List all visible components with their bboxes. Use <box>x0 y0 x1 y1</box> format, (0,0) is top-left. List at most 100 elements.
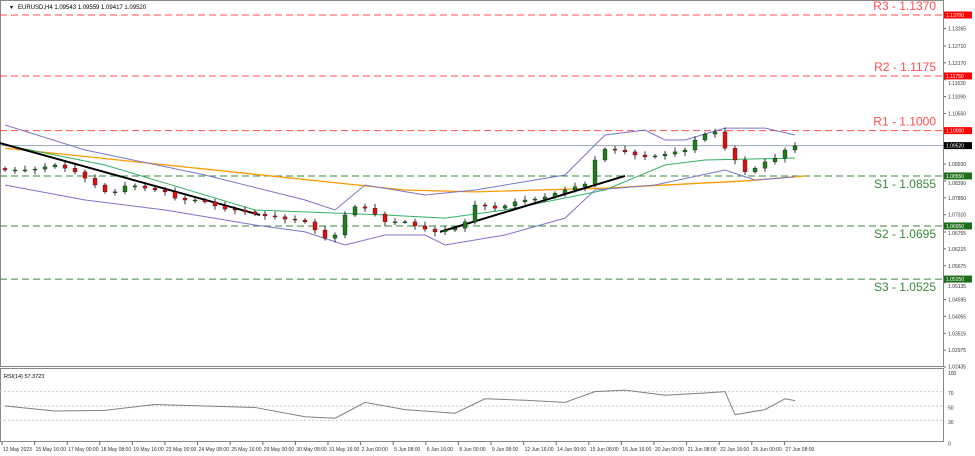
candle-bear <box>262 213 268 217</box>
candle-bull <box>592 159 598 185</box>
candle-bull <box>112 191 118 194</box>
level-label: R1 - 1.1000 <box>873 115 936 129</box>
candle-bull <box>442 229 448 233</box>
candle-bear <box>622 149 628 153</box>
candle-bull <box>132 185 138 188</box>
candle-bull <box>452 227 458 231</box>
candle-bear <box>162 189 168 193</box>
candle-bull <box>602 148 608 161</box>
candle-bull <box>542 196 548 200</box>
time-axis-label: 21 Jun 08:00 <box>688 447 717 453</box>
rsi-axis-label: 100 <box>948 371 957 377</box>
candle-bull <box>332 234 338 239</box>
price-axis-label: 1.06755 <box>948 231 966 237</box>
level-price-tag-text: 1.10000 <box>946 129 964 135</box>
candle-bull <box>192 199 198 202</box>
candle-bear <box>362 206 368 209</box>
candle-bull <box>652 155 658 158</box>
candle-bear <box>382 213 388 223</box>
candle-bull <box>562 189 568 194</box>
candle-bear <box>482 204 488 207</box>
price-axis-label: 1.11630 <box>948 81 966 87</box>
candle-bull <box>352 206 358 216</box>
candle-bear <box>732 147 738 161</box>
level-price-tag-text: 1.05250 <box>946 277 964 283</box>
candle-bear <box>102 184 108 193</box>
time-axis-label: 6 Jun 16:00 <box>427 447 453 453</box>
candle-bull <box>702 133 708 141</box>
candle-bull <box>762 161 768 169</box>
rsi-axis-label: 50 <box>948 406 954 412</box>
level-price-tag-text: 1.08550 <box>946 174 964 180</box>
price-axis-label: 1.06215 <box>948 247 966 253</box>
time-axis-label: 30 May 08:00 <box>296 447 327 453</box>
level-price-tag <box>944 11 972 19</box>
candle-bear <box>182 197 188 201</box>
time-axis-label: 9 Jun 08:00 <box>492 447 518 453</box>
price-axis-label: 1.08930 <box>948 162 966 168</box>
bollinger-lower-band <box>4 169 796 246</box>
candle-bull <box>402 221 408 224</box>
time-axis-label: 15 May 16:00 <box>36 447 67 453</box>
candle-bear <box>142 185 148 189</box>
candle-bear <box>232 208 238 211</box>
header-triangle-icon: ▾ <box>10 5 13 11</box>
candle-bull <box>572 186 578 191</box>
candle-bear <box>722 131 728 149</box>
candle-bear <box>172 191 178 199</box>
rsi-line <box>4 389 796 419</box>
candle-bull <box>752 167 758 173</box>
candle-bear <box>632 151 638 156</box>
level-label: R3 - 1.1370 <box>873 0 936 13</box>
price-axis-label: 1.03515 <box>948 331 966 337</box>
candle-bull <box>682 149 688 153</box>
trendline <box>439 174 626 233</box>
level-price-tag-text: 1.11750 <box>946 74 964 80</box>
candle-bear <box>742 159 748 173</box>
time-axis-label: 26 Jun 00:00 <box>753 447 782 453</box>
price-axis-label: 1.10550 <box>948 111 966 117</box>
price-axis-label: 1.11090 <box>948 95 966 101</box>
time-axis-label: 17 May 00:00 <box>68 447 99 453</box>
candle-bear <box>322 229 328 239</box>
level-price-tag <box>944 222 972 230</box>
candle-bear <box>612 148 618 151</box>
candle-bear <box>312 221 318 231</box>
candle-bull <box>392 221 398 224</box>
main-pane[interactable] <box>0 0 944 367</box>
candle-bull <box>472 204 478 223</box>
price-axis-label: 1.04055 <box>948 314 966 320</box>
candle-bear <box>212 201 218 207</box>
level-price-tag <box>944 275 972 283</box>
level-label: R2 - 1.1175 <box>874 60 936 74</box>
price-axis-label: 1.04595 <box>948 298 966 304</box>
price-axis-label: 1.12170 <box>948 61 966 67</box>
level-label: S3 - 1.0525 <box>874 280 936 294</box>
candle-bear <box>222 205 228 210</box>
candle-bull <box>522 199 528 203</box>
price-axis-label: 1.12710 <box>948 44 966 50</box>
time-axis-label: 24 May 08:00 <box>199 447 230 453</box>
candle-bull <box>582 183 588 188</box>
candle-bear <box>432 228 438 233</box>
level-price-tag-text: 1.13700 <box>946 13 964 19</box>
candle-bull <box>342 214 348 236</box>
symbol-info: EURUSD,H4 1.09543 1.09559 1.09417 1.0952… <box>18 5 147 11</box>
current-price-tag-text: 1.09520 <box>946 144 964 150</box>
level-price-tag <box>944 127 972 135</box>
rsi-axis-label: 30 <box>948 420 954 426</box>
candle-bull <box>772 157 778 163</box>
level-price-tag <box>944 72 972 80</box>
current-price-tag <box>944 142 972 150</box>
candle-bear <box>422 225 428 230</box>
candle-bear <box>82 171 88 179</box>
candle-bull <box>552 192 558 198</box>
time-axis-label: 14 Jun 00:00 <box>557 447 586 453</box>
time-axis-label: 31 May 16:00 <box>329 447 360 453</box>
candle-bear <box>252 211 258 215</box>
level-price-tag-text: 1.06950 <box>946 224 964 230</box>
candle-bull <box>532 198 538 201</box>
candle-bear <box>152 187 158 191</box>
rsi-header: RSI(14) 57.3723 <box>4 374 44 380</box>
